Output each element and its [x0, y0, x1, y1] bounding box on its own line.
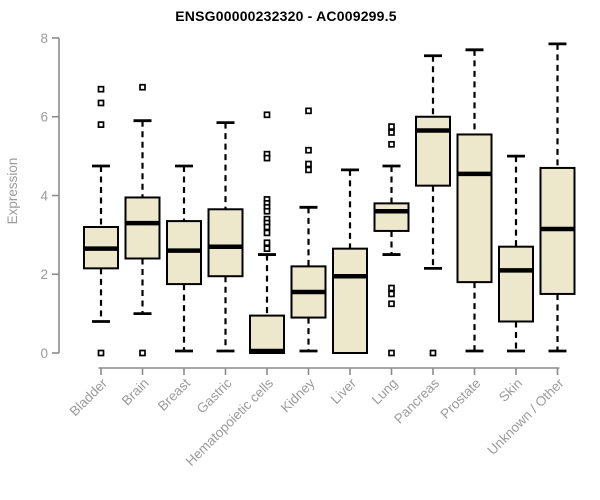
box-rect	[249, 314, 285, 354]
outlier-point	[388, 123, 395, 130]
box-rect	[124, 196, 161, 260]
outlier-point	[263, 111, 271, 119]
box-rect	[373, 202, 410, 232]
outlier-point	[263, 229, 271, 237]
box-rect	[456, 133, 493, 284]
x-tick-label: Brain	[119, 376, 152, 409]
outlier-point	[388, 290, 395, 298]
box-rect	[415, 115, 451, 187]
outlier-point	[388, 300, 395, 308]
outlier-point	[429, 349, 437, 357]
outlier-point	[263, 207, 271, 215]
outlier-point	[305, 166, 312, 174]
y-tick-label: 6	[40, 110, 48, 125]
x-tick-label: Gastric	[194, 375, 235, 416]
outlier-point	[305, 160, 312, 168]
y-axis-label: Expression	[5, 157, 20, 225]
x-tick-label: Lung	[369, 376, 401, 408]
chart-title: ENSG00000232320 - AC009299.5	[175, 8, 397, 24]
outlier-point	[97, 121, 105, 128]
x-tick-label: Unknown / Other	[484, 375, 567, 458]
box-rect	[498, 245, 534, 323]
outlier-point	[263, 239, 271, 247]
x-tick-label: Kidney	[278, 375, 318, 415]
outlier-point	[139, 349, 146, 357]
outlier-point	[388, 129, 395, 136]
y-tick-label: 4	[40, 188, 48, 203]
x-tick-label: Skin	[496, 376, 525, 405]
y-tick-label: 0	[40, 346, 48, 361]
x-tick-label: Bladder	[67, 375, 111, 419]
x-tick-label: Pancreas	[391, 375, 442, 426]
outlier-point	[97, 85, 105, 93]
outlier-point	[97, 349, 105, 357]
outlier-point	[388, 349, 395, 357]
outlier-point	[263, 245, 271, 253]
outlier-point	[305, 107, 312, 115]
x-tick-label: Breast	[155, 375, 193, 413]
y-tick-label: 2	[40, 267, 48, 282]
outlier-point	[97, 99, 105, 107]
outlier-point	[388, 284, 395, 292]
outlier-point	[263, 223, 271, 231]
outlier-point	[263, 154, 271, 162]
x-tick-label: Liver	[328, 375, 360, 407]
outlier-point	[139, 83, 146, 91]
outlier-point	[305, 146, 312, 154]
y-tick-label: 8	[40, 31, 48, 46]
outlier-point	[388, 140, 395, 148]
box-rect	[332, 247, 368, 354]
box-rect	[207, 208, 244, 278]
x-tick-label: Prostate	[437, 376, 483, 422]
